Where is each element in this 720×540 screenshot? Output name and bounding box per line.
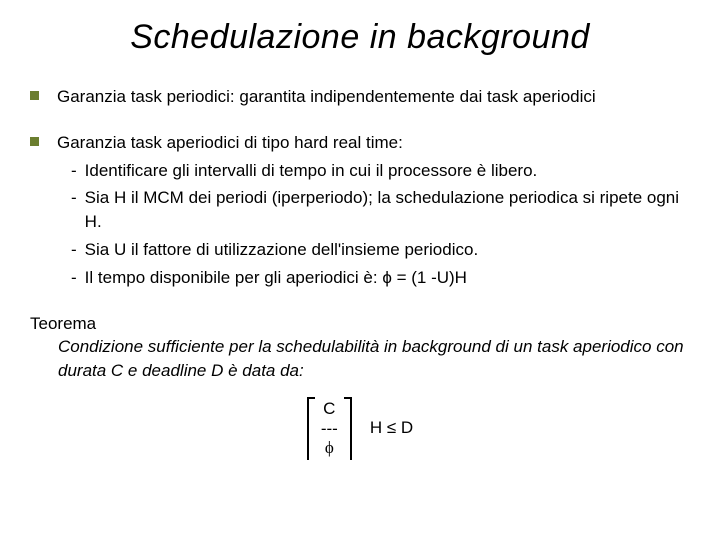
sub-item-text: Il tempo disponibile per gli aperiodici …: [85, 266, 690, 290]
bullet-1-text: Garanzia task periodici: garantita indip…: [57, 85, 690, 109]
sub-item-text: Sia H il MCM dei periodi (iperperiodo); …: [85, 186, 690, 234]
sub-item-text: Sia U il fattore di utilizzazione dell'i…: [85, 238, 690, 262]
ceil-left-icon: [307, 397, 315, 460]
theorem: Teorema Condizione sufficiente per la sc…: [30, 312, 690, 383]
slide-title: Schedulazione in background: [30, 18, 690, 57]
sub-item: - Sia U il fattore di utilizzazione dell…: [57, 238, 690, 262]
ceiling-bracket: C --- ϕ: [307, 397, 352, 460]
bullet-marker: [30, 91, 39, 100]
dash-icon: -: [57, 238, 85, 262]
sub-item-text: Identificare gli intervalli di tempo in …: [85, 159, 690, 183]
bullet-2: Garanzia task aperiodici di tipo hard re…: [30, 131, 690, 290]
theorem-label: Teorema: [30, 312, 690, 336]
sub-item: - Identificare gli intervalli di tempo i…: [57, 159, 690, 183]
bullet-2-text: Garanzia task aperiodici di tipo hard re…: [57, 131, 690, 155]
formula: C --- ϕ H ≤ D: [30, 397, 690, 460]
dash-icon: -: [57, 186, 85, 210]
theorem-body: Condizione sufficiente per la schedulabi…: [30, 335, 690, 383]
formula-relation: H ≤ D: [370, 418, 413, 438]
bullet-1: Garanzia task periodici: garantita indip…: [30, 85, 690, 109]
formula-denominator: ϕ: [325, 438, 334, 458]
ceil-right-icon: [344, 397, 352, 460]
formula-numerator: C: [323, 399, 335, 419]
sub-item: - Il tempo disponibile per gli aperiodic…: [57, 266, 690, 290]
formula-mid: ---: [321, 419, 338, 439]
sub-item: - Sia H il MCM dei periodi (iperperiodo)…: [57, 186, 690, 234]
bullet-marker: [30, 137, 39, 146]
dash-icon: -: [57, 159, 85, 183]
dash-icon: -: [57, 266, 85, 290]
